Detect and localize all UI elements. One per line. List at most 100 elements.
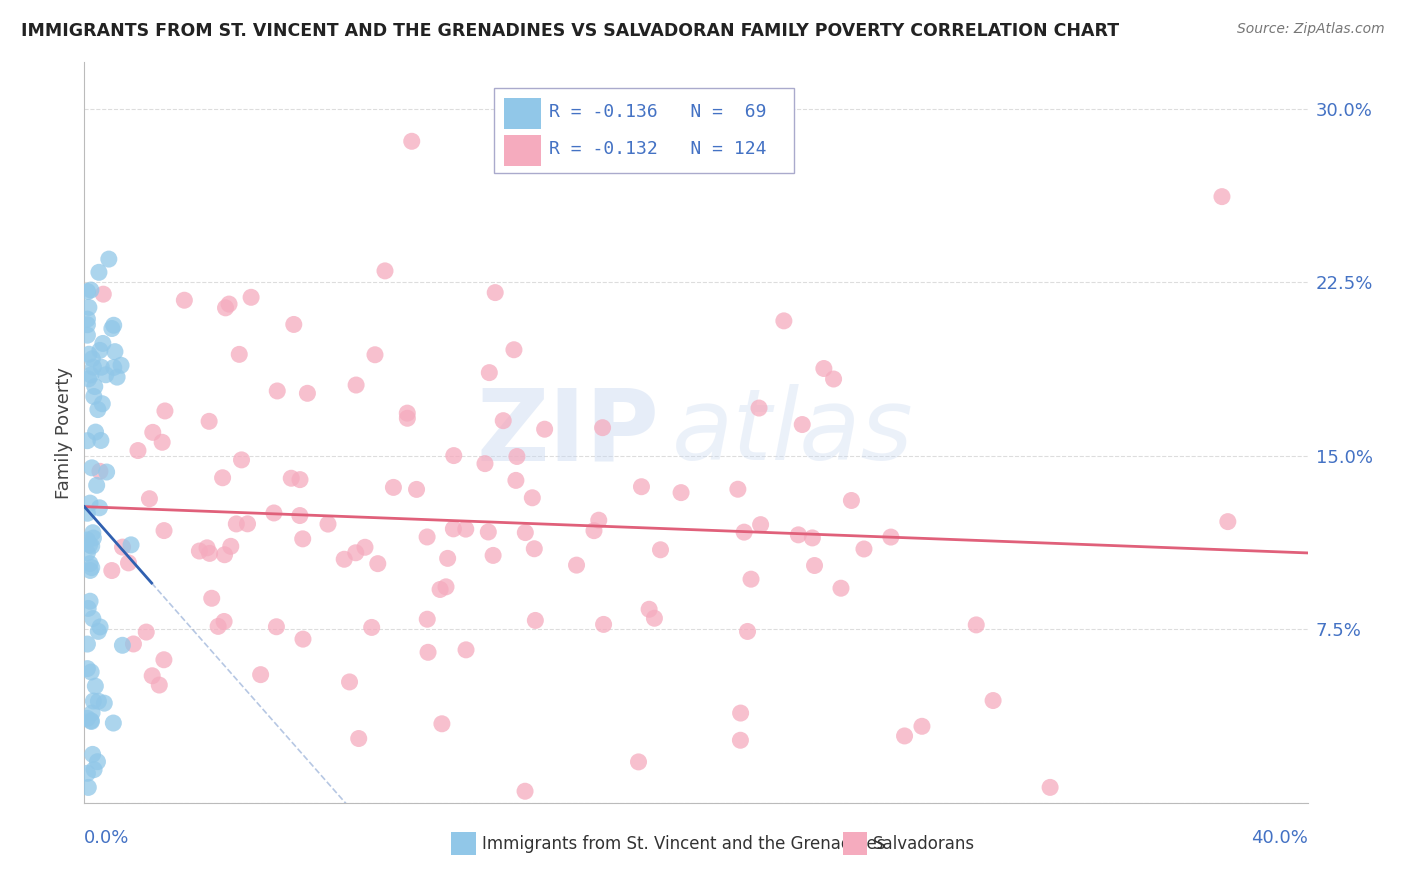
Point — [105, 370, 128, 384]
Point — [211, 471, 233, 485]
Point — [443, 449, 465, 463]
Point — [291, 632, 314, 647]
Point — [83, 379, 105, 393]
Point — [76, 533, 98, 547]
Point — [96, 465, 118, 479]
Point — [515, 525, 537, 540]
Point — [91, 397, 114, 411]
Point — [801, 531, 824, 545]
Point — [84, 679, 107, 693]
Point — [429, 582, 451, 597]
Point — [981, 693, 1004, 707]
Point — [1039, 780, 1062, 795]
Point — [748, 401, 770, 415]
Point — [110, 358, 132, 372]
Point — [416, 530, 439, 544]
Point — [87, 265, 110, 279]
Bar — [503, 98, 541, 129]
Text: IMMIGRANTS FROM ST. VINCENT AND THE GRENADINES VS SALVADORAN FAMILY POVERTY CORR: IMMIGRANTS FROM ST. VINCENT AND THE GREN… — [21, 22, 1119, 40]
Point — [316, 517, 339, 532]
Point — [669, 485, 692, 500]
Point — [344, 378, 367, 392]
Point — [89, 500, 111, 515]
Point — [240, 290, 263, 304]
Point — [80, 714, 103, 728]
Point — [360, 620, 382, 634]
Point — [297, 386, 319, 401]
Point — [841, 493, 863, 508]
Point — [730, 706, 752, 720]
Point — [89, 343, 111, 358]
Point — [76, 662, 98, 676]
Point — [91, 336, 114, 351]
Point — [82, 531, 104, 545]
Point — [153, 653, 176, 667]
Point — [188, 544, 211, 558]
Point — [153, 404, 176, 418]
Point — [86, 478, 108, 492]
Point — [120, 538, 142, 552]
Text: 40.0%: 40.0% — [1251, 829, 1308, 847]
Point — [82, 611, 104, 625]
Point — [474, 457, 496, 471]
Point — [111, 540, 134, 554]
Point — [430, 716, 453, 731]
Point — [82, 525, 104, 540]
Point — [76, 312, 98, 326]
Point — [117, 556, 139, 570]
Point — [83, 763, 105, 777]
Bar — [503, 135, 541, 166]
Point — [80, 460, 103, 475]
Point — [344, 546, 367, 560]
Point — [396, 411, 419, 425]
Point — [90, 360, 112, 375]
Point — [198, 546, 221, 560]
Point — [82, 360, 104, 375]
Point — [236, 516, 259, 531]
Point — [80, 368, 103, 382]
Point — [82, 694, 104, 708]
Point — [911, 719, 934, 733]
Point — [893, 729, 915, 743]
Point — [347, 731, 370, 746]
Point — [852, 541, 875, 556]
Point — [77, 347, 100, 361]
Point — [740, 572, 762, 586]
Point — [127, 443, 149, 458]
Point — [101, 564, 124, 578]
Point — [79, 557, 101, 571]
Point — [283, 318, 305, 332]
FancyBboxPatch shape — [494, 88, 794, 173]
Point — [638, 602, 661, 616]
Bar — [842, 832, 868, 855]
Point — [142, 425, 165, 440]
Point — [79, 564, 101, 578]
Point — [86, 755, 108, 769]
Point — [198, 414, 221, 428]
Point — [141, 669, 163, 683]
Point — [218, 297, 240, 311]
Point — [93, 696, 115, 710]
Point — [80, 283, 103, 297]
Point — [153, 524, 176, 538]
Point — [1216, 515, 1239, 529]
Point — [1211, 189, 1233, 203]
Point — [333, 552, 356, 566]
Point — [503, 343, 526, 357]
Point — [374, 264, 396, 278]
Point — [454, 522, 477, 536]
Point — [76, 711, 98, 725]
Point — [727, 482, 749, 496]
Point — [441, 522, 464, 536]
Point — [266, 620, 288, 634]
Point — [135, 625, 157, 640]
Point — [195, 541, 218, 555]
Point — [76, 328, 98, 343]
Point — [787, 528, 810, 542]
Point — [416, 645, 439, 659]
Point — [643, 611, 665, 625]
Point — [505, 474, 527, 488]
Point — [436, 551, 458, 566]
Point — [228, 347, 250, 361]
Point — [80, 714, 103, 729]
